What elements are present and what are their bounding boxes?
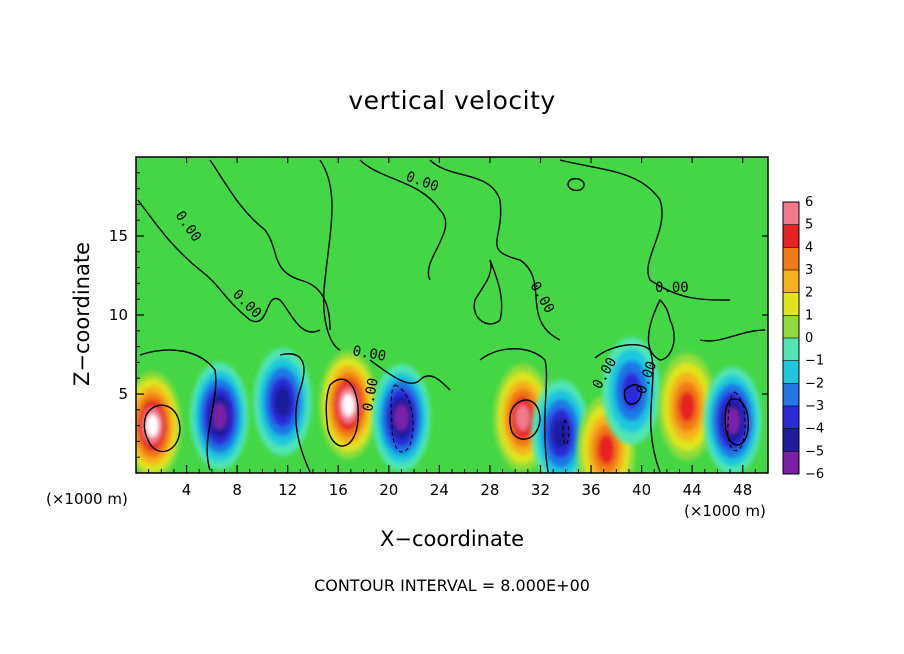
- colorbar-label: 6: [805, 195, 813, 210]
- negative-contour-lines: [390, 384, 746, 453]
- colorbar-swatch: [783, 406, 799, 429]
- x-unit-left: (×1000 m): [46, 490, 128, 508]
- contour-label: 0.00: [351, 343, 387, 365]
- x-tick-label: 20: [379, 481, 398, 499]
- colorbar-label: 0: [805, 331, 813, 346]
- colorbar-swatch: [783, 428, 799, 452]
- y-tick-label: 15: [109, 227, 128, 245]
- y-tick-label: 5: [118, 385, 128, 403]
- velocity-cell: [253, 348, 312, 456]
- colorbar-label: −5: [805, 444, 824, 459]
- velocity-cell: [703, 367, 762, 473]
- x-tick-label: 40: [632, 481, 651, 499]
- velocity-cell: [602, 337, 661, 445]
- colorbar-label: 4: [805, 240, 813, 255]
- colorbar-label: −3: [805, 399, 824, 414]
- colorbar-swatch: [783, 338, 799, 361]
- velocity-cell: [531, 379, 590, 473]
- x-tick-label: 48: [733, 481, 752, 499]
- x-tick-label: 4: [182, 481, 192, 499]
- colorbar-swatch: [783, 292, 799, 316]
- colorbar-label: 3: [805, 263, 813, 278]
- x-tick-label: 32: [531, 481, 550, 499]
- contour-interval-note: CONTOUR INTERVAL = 8.000E+00: [314, 576, 590, 595]
- colorbar-swatch: [783, 270, 799, 293]
- velocity-cell: [658, 352, 717, 461]
- zero-contour-lines: [137, 159, 766, 473]
- colorbar-label: −1: [805, 354, 824, 369]
- colorbar-swatch: [783, 224, 799, 248]
- colorbar-label: 1: [805, 308, 813, 323]
- colorbar-swatch: [783, 315, 799, 338]
- y-tick-label: 10: [109, 306, 128, 324]
- colorbar-swatch: [783, 383, 799, 406]
- colorbar-label: 2: [805, 286, 813, 301]
- x-unit-right: (×1000 m): [684, 502, 766, 520]
- x-axis-label: X−coordinate: [380, 527, 524, 551]
- chart-title: vertical velocity: [348, 86, 556, 115]
- colorbar-swatch: [783, 360, 799, 384]
- colorbar-label: −4: [805, 422, 824, 437]
- velocity-cell: [319, 351, 378, 459]
- x-tick-label: 16: [329, 481, 348, 499]
- colorbar-label: −6: [805, 467, 824, 482]
- x-tick-label: 44: [683, 481, 702, 499]
- colorbar-label: −2: [805, 376, 824, 391]
- x-tick-label: 36: [581, 481, 600, 499]
- colorbar-label: 5: [805, 218, 813, 233]
- contour-label: 0.00: [655, 280, 689, 296]
- velocity-cell: [136, 371, 182, 473]
- contour-label: 0.00: [360, 377, 382, 413]
- x-tick-label: 24: [430, 481, 449, 499]
- colorbar-swatch: [783, 202, 799, 225]
- colorbar-swatch: [783, 247, 799, 270]
- velocity-cell: [190, 362, 249, 470]
- x-tick-label: 8: [232, 481, 242, 499]
- x-tick-label: 12: [278, 481, 297, 499]
- colorbar-swatch: [783, 451, 799, 474]
- x-tick-label: 28: [480, 481, 499, 499]
